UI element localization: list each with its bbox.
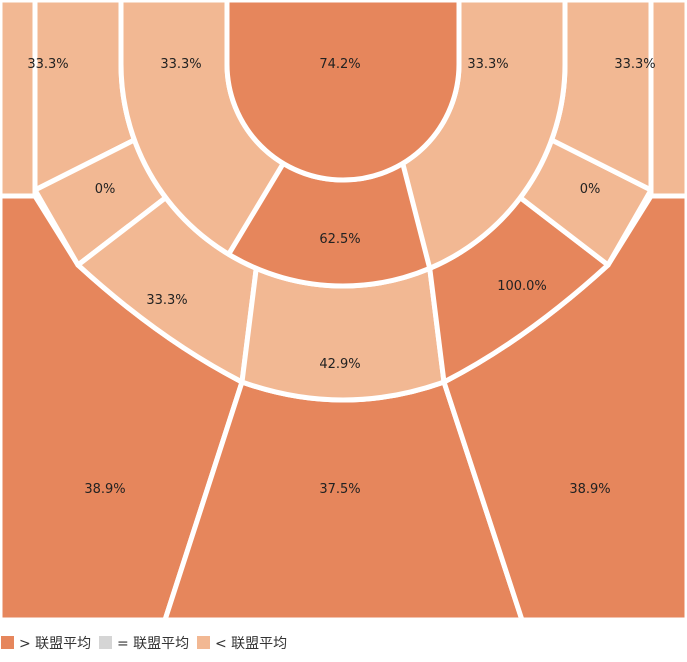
zone-label-center-mid: 62.5% [319,232,360,247]
zone-label-left-long-elbow: 33.3% [146,293,187,308]
zone-left-corner-three [0,0,38,199]
legend-swatch-equal [99,636,112,649]
legend-swatch-above [1,636,14,649]
legend: > 联盟平均 = 联盟平均 < 联盟平均 [1,636,287,652]
zone-label-restricted-area: 74.2% [319,57,360,72]
zone-label-right-mid: 33.3% [467,57,508,72]
zone-right-corner-three [648,0,687,199]
legend-label-above: > 联盟平均 [19,636,91,652]
zone-label-right-wing-three: 38.9% [569,482,610,497]
zone-label-top-long: 42.9% [319,357,360,372]
zone-restricted-area [224,0,462,183]
zone-label-right-long-wing: 0% [580,182,601,197]
legend-label-equal: = 联盟平均 [117,636,189,652]
zone-label-left-wing-three: 38.9% [84,482,125,497]
zone-label-top-three: 37.5% [319,482,360,497]
zone-label-left-long-wing: 0% [95,182,116,197]
zone-label-left-long-baseline: 33.3% [27,57,68,72]
zone-label-right-long-baseline: 33.3% [614,57,655,72]
legend-swatch-below [197,636,210,649]
legend-label-below: < 联盟平均 [215,636,287,652]
zone-label-left-mid: 33.3% [160,57,201,72]
zone-label-right-long-elbow: 100.0% [497,279,547,294]
